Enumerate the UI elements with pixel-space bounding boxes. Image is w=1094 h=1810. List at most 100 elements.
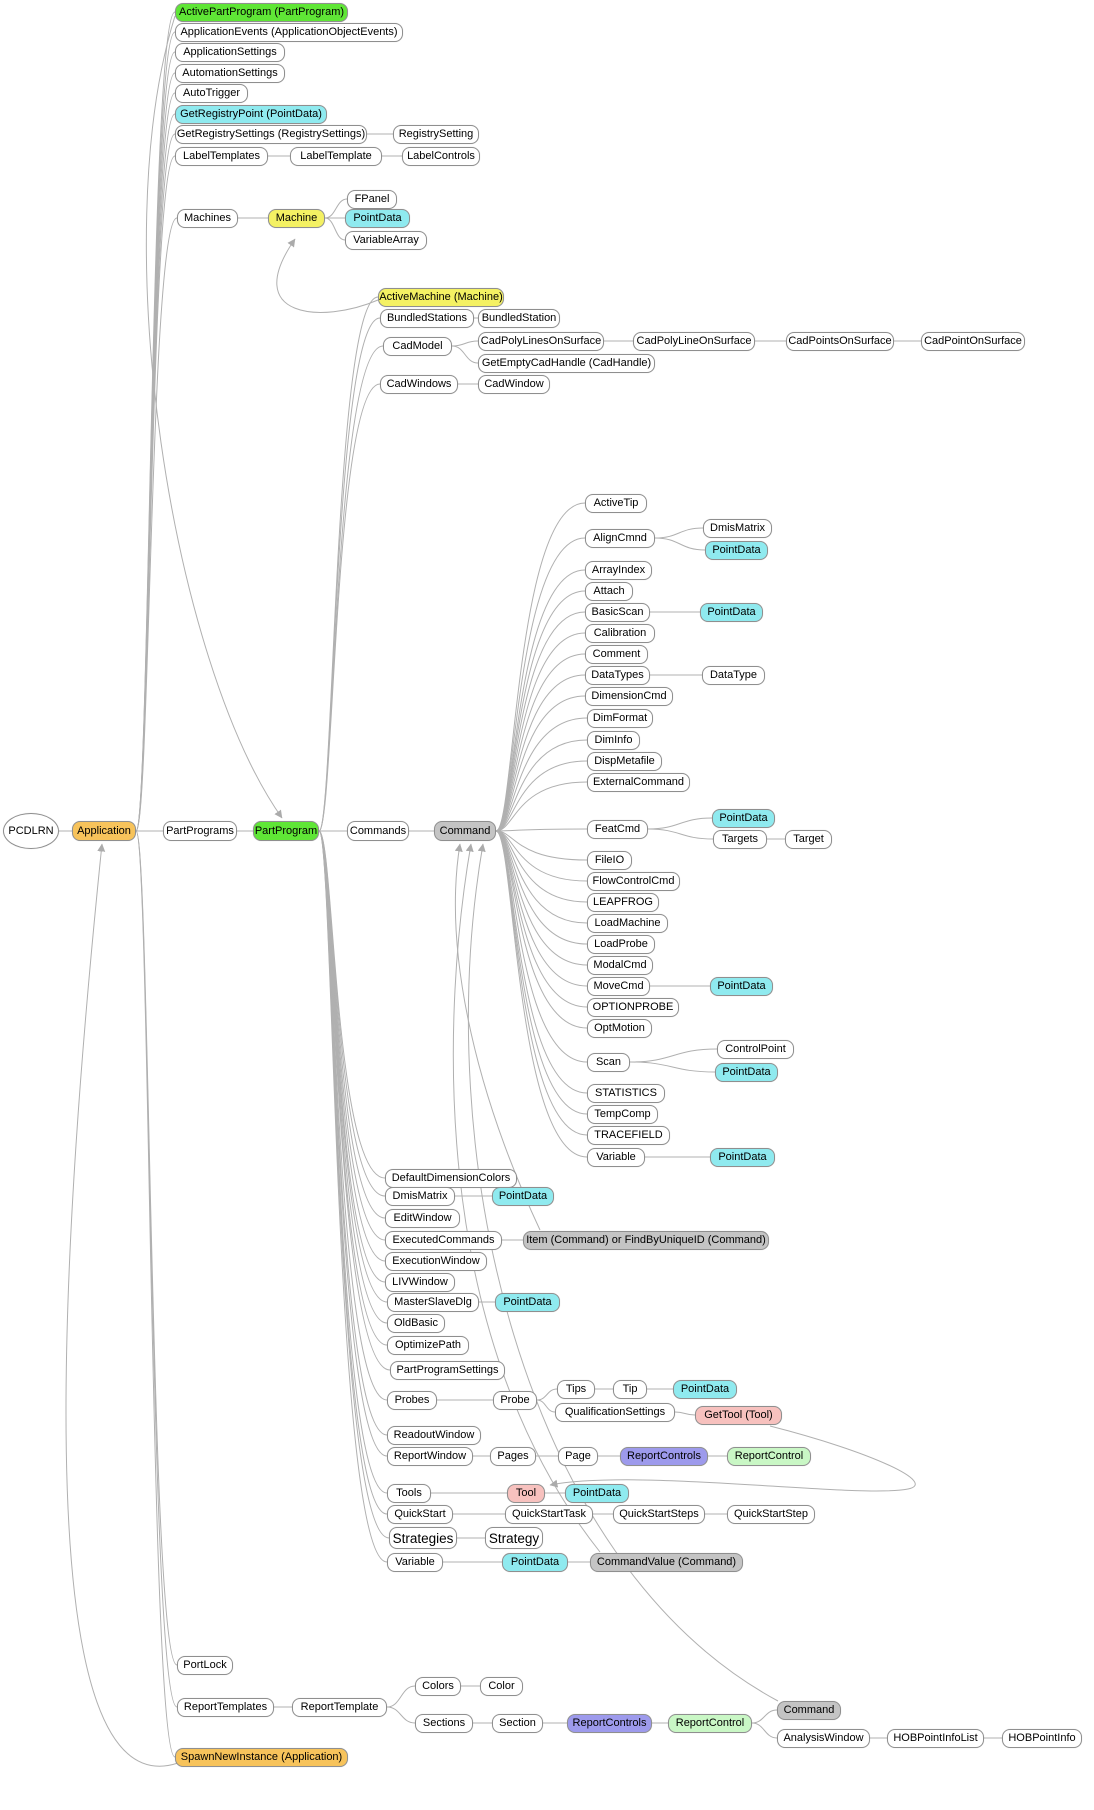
node-variable1: Variable — [587, 1147, 645, 1167]
edge-command-to-fileio — [495, 830, 588, 861]
node-loadprobe: LoadProbe — [587, 934, 655, 954]
edge-gettool-to-tool — [549, 1425, 916, 1492]
node-targets: Targets — [713, 829, 767, 849]
node-machine: Machine — [268, 208, 325, 228]
edge-featcmd-to-targets — [647, 828, 714, 840]
edge-partprogram-to-defaultdimensioncolors — [318, 830, 386, 1179]
node-partprograms: PartPrograms — [163, 821, 237, 841]
node-reportcontrol1: ReportControl — [727, 1446, 811, 1466]
node-scan: Scan — [587, 1052, 630, 1072]
edge-spawnnewinstance-to-application — [65, 843, 179, 1767]
node-quickstart: QuickStart — [387, 1504, 453, 1524]
edge-probe-to-tips — [536, 1388, 558, 1401]
node-externalcommand: ExternalCommand — [587, 772, 690, 792]
node-movecmd: MoveCmd — [587, 976, 650, 996]
node-basicscan: BasicScan — [585, 602, 650, 622]
edge-command-to-dimensioncmd — [495, 695, 586, 832]
node-controlpoint: ControlPoint — [717, 1039, 794, 1059]
node-diminfo: DimInfo — [587, 730, 640, 750]
node-commandvalue: CommandValue (Command) — [590, 1552, 743, 1572]
edge-featcmd-to-pointdata_feat — [647, 817, 713, 830]
node-modalcmd: ModalCmd — [587, 955, 653, 975]
node-automationsettings: AutomationSettings — [175, 63, 285, 83]
node-livwindow: LIVWindow — [385, 1272, 455, 1292]
node-tools: Tools — [387, 1483, 431, 1503]
node-pointdata_tool: PointData — [565, 1483, 629, 1503]
node-pointdata_var2: PointData — [502, 1552, 568, 1572]
node-cadpointonsurface: CadPointOnSurface — [921, 331, 1025, 351]
node-portlock: PortLock — [177, 1655, 233, 1675]
node-application: Application — [72, 821, 136, 841]
edge-command-to-datatypes — [495, 674, 586, 832]
node-reportcontrol2: ReportControl — [668, 1713, 752, 1733]
node-variablearray: VariableArray — [345, 230, 427, 250]
edge-qualificationsettings-to-gettool — [674, 1411, 696, 1416]
edge-scan-to-controlpoint — [629, 1048, 718, 1063]
node-optimizepath: OptimizePath — [387, 1335, 469, 1355]
edge-scan-to-pointdata_scan — [629, 1061, 716, 1073]
node-tempcomp: TempComp — [587, 1104, 658, 1124]
node-pcdlrn: PCDLRN — [3, 813, 59, 849]
node-datatype: DataType — [702, 665, 765, 685]
node-autotrigger: AutoTrigger — [175, 83, 248, 103]
edge-cadmodel-to-getemptycadhandle — [451, 345, 479, 364]
node-partprogram: PartProgram — [253, 821, 319, 841]
node-sections: Sections — [415, 1713, 473, 1733]
node-hobpointinfolist: HOBPointInfoList — [887, 1728, 984, 1748]
node-target: Target — [785, 829, 832, 849]
node-pointdata_basicscan: PointData — [700, 602, 763, 622]
node-arrayindex: ArrayIndex — [585, 560, 652, 580]
node-reportcontrols1: ReportControls — [620, 1446, 708, 1466]
edge-activemachine-to-machine — [276, 238, 379, 313]
node-command: Command — [434, 821, 496, 841]
node-masterslavedlg: MasterSlaveDlg — [387, 1292, 479, 1312]
node-executionwindow: ExecutionWindow — [385, 1251, 487, 1271]
node-strategy: Strategy — [485, 1527, 543, 1549]
node-pages: Pages — [490, 1446, 536, 1466]
node-colors: Colors — [415, 1676, 461, 1696]
edge-machine-to-variablearray — [324, 217, 346, 241]
edge-cadmodel-to-cadpolylinesonsurface — [451, 340, 479, 347]
node-activetip: ActiveTip — [585, 493, 647, 513]
edge-probe-to-qualificationsettings — [536, 1399, 556, 1413]
node-attach: Attach — [585, 581, 633, 601]
node-probe: Probe — [493, 1390, 537, 1410]
node-tracefield: TRACEFIELD — [587, 1125, 670, 1145]
node-executedcommands: ExecutedCommands — [385, 1230, 502, 1250]
node-aligncmnd: AlignCmnd — [585, 528, 655, 548]
node-featcmd: FeatCmd — [587, 819, 648, 839]
node-cadwindow: CadWindow — [478, 374, 550, 394]
node-probes: Probes — [387, 1390, 437, 1410]
node-pointdata_align: PointData — [705, 540, 768, 560]
node-dmismatrix2: DmisMatrix — [385, 1186, 455, 1206]
node-quickstarttask: QuickStartTask — [505, 1504, 593, 1524]
node-reportwindow: ReportWindow — [387, 1446, 473, 1466]
node-loadmachine: LoadMachine — [587, 913, 668, 933]
node-datatypes: DataTypes — [585, 665, 650, 685]
edge-application-to-spawnnewinstance — [135, 830, 176, 1758]
node-strategies: Strategies — [389, 1527, 457, 1549]
edge-reporttemplate-to-colors — [386, 1685, 416, 1708]
node-cadmodel: CadModel — [383, 336, 452, 356]
node-labeltemplates: LabelTemplates — [175, 146, 268, 166]
node-qualificationsettings: QualificationSettings — [555, 1402, 675, 1422]
node-registrysetting: RegistrySetting — [393, 124, 479, 144]
node-bundledstations: BundledStations — [380, 308, 474, 328]
edge-application-to-automationsettings — [135, 72, 176, 832]
edge-application-to-portlock — [135, 830, 178, 1666]
node-labelcontrols: LabelControls — [402, 146, 480, 166]
node-page: Page — [558, 1446, 598, 1466]
node-statistics: STATISTICS — [587, 1083, 665, 1103]
node-oldbasic: OldBasic — [387, 1313, 445, 1333]
node-pointdata_feat: PointData — [712, 808, 775, 828]
node-pointdata_var1: PointData — [710, 1147, 775, 1167]
node-quickstartstep: QuickStartStep — [727, 1504, 815, 1524]
node-flowcontrolcmd: FlowControlCmd — [587, 871, 680, 891]
edge-machine-to-fpanel — [324, 198, 348, 219]
node-getregistrysettings: GetRegistrySettings (RegistrySettings) — [175, 124, 367, 144]
node-itemfindbyuniqueid: Item (Command) or FindByUniqueID (Comman… — [523, 1230, 769, 1250]
node-section: Section — [492, 1713, 543, 1733]
node-partprogramsettings: PartProgramSettings — [390, 1360, 505, 1380]
node-pointdata_msd: PointData — [495, 1292, 560, 1312]
